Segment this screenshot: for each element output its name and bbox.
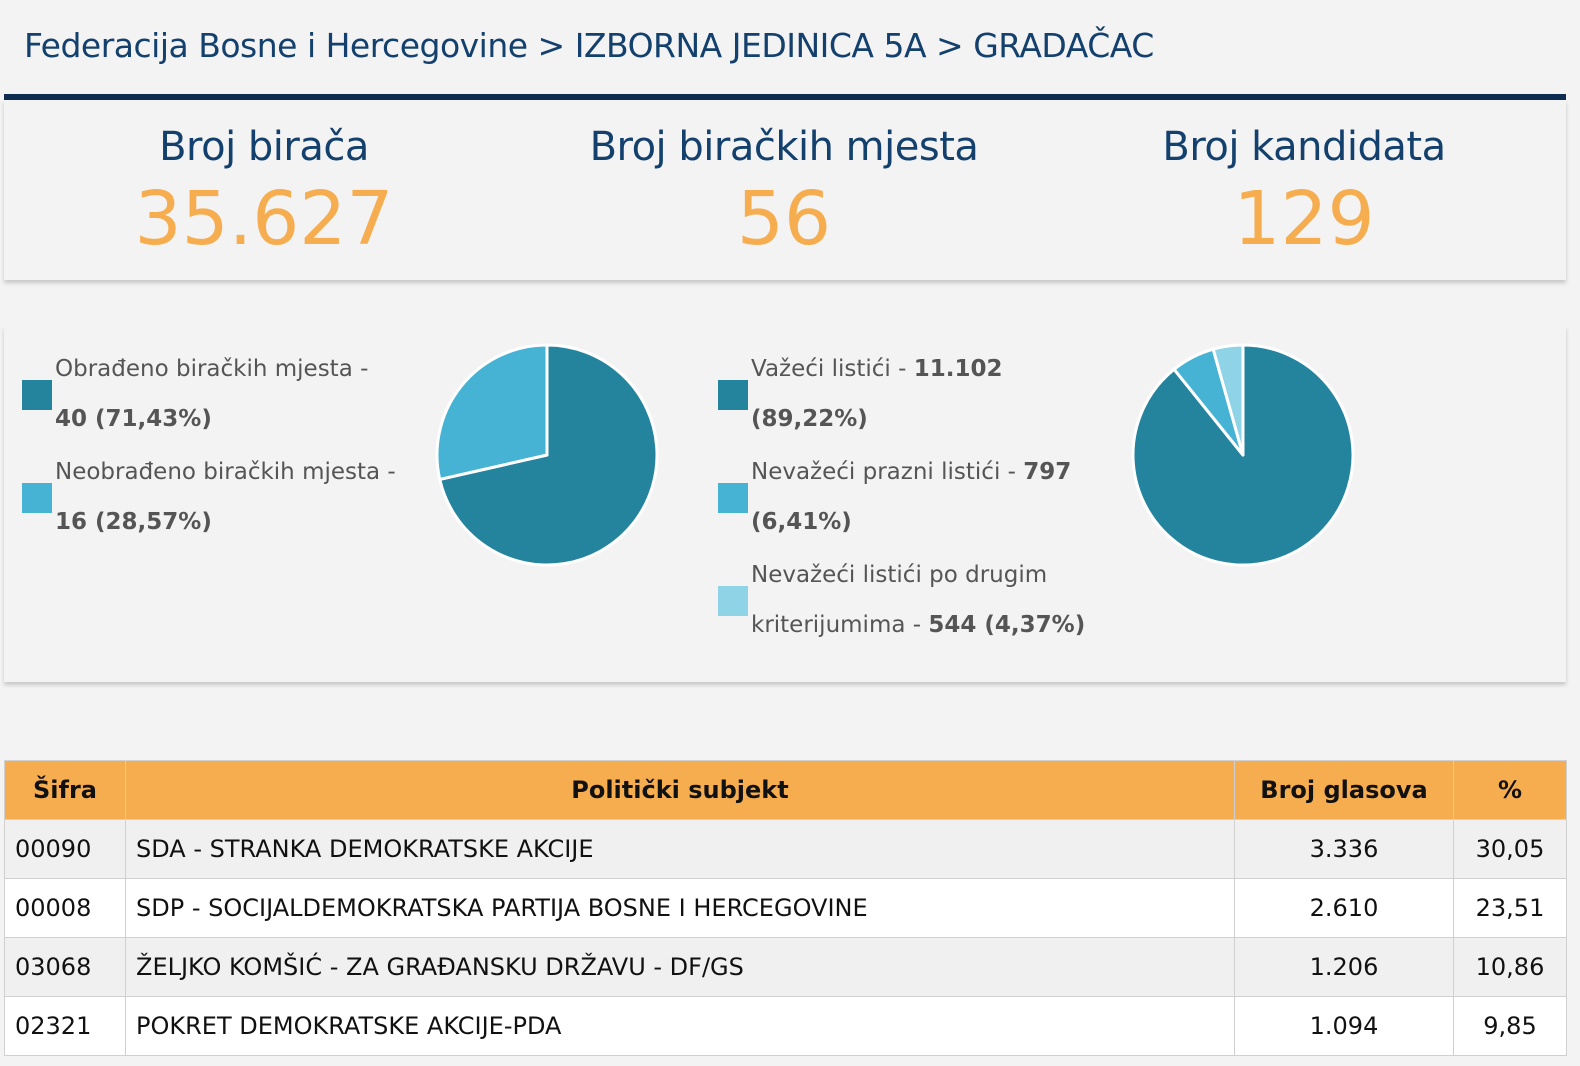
- polling-slice-1[interactable]: [435, 343, 549, 481]
- cell-code: 02321: [4, 996, 126, 1056]
- cell-votes: 1.206: [1234, 937, 1454, 997]
- legend-swatch: [22, 380, 52, 410]
- legend-line: 40 (71,43%): [55, 394, 368, 444]
- stat-polling-stations: Broj biračkih mjesta 56: [524, 100, 1044, 256]
- cell-code: 00090: [4, 819, 126, 879]
- table-row[interactable]: 00008 SDP - SOCIJALDEMOKRATSKA PARTIJA B…: [4, 878, 1567, 938]
- legend-line: Nevažeći listići po drugim: [751, 562, 1048, 588]
- stat-label: Broj kandidata: [1162, 124, 1446, 170]
- cell-code: 00008: [4, 878, 126, 938]
- cell-party: SDA - STRANKA DEMOKRATSKE AKCIJE: [125, 819, 1235, 879]
- cell-percent: 30,05: [1453, 819, 1567, 879]
- stat-voters: Broj birača 35.627: [4, 100, 524, 256]
- legend-line: kriterijumima - 544 (4,37%): [751, 600, 1085, 650]
- legend-value: 797: [1023, 459, 1072, 485]
- stat-label: Broj biračkih mjesta: [589, 124, 979, 170]
- legend-swatch: [718, 380, 748, 410]
- legend-text: Nevažeći prazni listići - 797 (6,41%): [751, 447, 1071, 547]
- legend-text: Neobrađeno biračkih mjesta - 16 (28,57%): [55, 447, 396, 547]
- column-header-votes[interactable]: Broj glasova: [1234, 760, 1454, 820]
- stat-label: Broj birača: [159, 124, 369, 170]
- legend-text: Obrađeno biračkih mjesta - 40 (71,43%): [55, 344, 368, 444]
- legend-label: kriterijumima -: [751, 612, 929, 638]
- legend-label: Nevažeći prazni listići -: [751, 459, 1024, 485]
- stat-value: 129: [1233, 176, 1375, 262]
- table-row[interactable]: 03068 ŽELJKO KOMŠIĆ - ZA GRAĐANSKU DRŽAV…: [4, 937, 1567, 997]
- column-header-percent[interactable]: %: [1453, 760, 1567, 820]
- legend-line: Nevažeći prazni listići - 797: [751, 447, 1071, 497]
- stats-panel: Broj birača 35.627 Broj biračkih mjesta …: [4, 100, 1566, 280]
- cell-party: ŽELJKO KOMŠIĆ - ZA GRAĐANSKU DRŽAVU - DF…: [125, 937, 1235, 997]
- cell-percent: 9,85: [1453, 996, 1567, 1056]
- legend-line: Neobrađeno biračkih mjesta -: [55, 459, 396, 485]
- legend-text: Važeći listići - 11.102 (89,22%): [751, 344, 1003, 444]
- cell-code: 03068: [4, 937, 126, 997]
- column-header-code[interactable]: Šifra: [4, 760, 126, 820]
- stat-value: 35.627: [134, 176, 394, 262]
- legend-value: (89,22%): [751, 406, 868, 432]
- stat-candidates: Broj kandidata 129: [1044, 100, 1564, 256]
- table-row[interactable]: 02321 POKRET DEMOKRATSKE AKCIJE-PDA 1.09…: [4, 996, 1567, 1056]
- legend-line: (89,22%): [751, 394, 1003, 444]
- ballots-pie: [1131, 343, 1355, 567]
- legend-swatch: [22, 483, 52, 513]
- legend-text: Nevažeći listići po drugim kriterijumima…: [751, 550, 1085, 650]
- cell-votes: 2.610: [1234, 878, 1454, 938]
- polling-stations-pie: [435, 343, 659, 567]
- legend-swatch: [718, 483, 748, 513]
- legend-line: 16 (28,57%): [55, 497, 396, 547]
- stat-value: 56: [736, 176, 832, 262]
- page-header: Federacija Bosne i Hercegovine > IZBORNA…: [4, 0, 1566, 100]
- breadcrumb[interactable]: Federacija Bosne i Hercegovine > IZBORNA…: [24, 26, 1154, 65]
- legend-value: 11.102: [913, 356, 1003, 382]
- legend-line: Obrađeno biračkih mjesta -: [55, 356, 369, 382]
- table-header-row: Šifra Politički subjekt Broj glasova %: [4, 760, 1567, 820]
- column-header-party[interactable]: Politički subjekt: [125, 760, 1235, 820]
- charts-panel: Obrađeno biračkih mjesta - 40 (71,43%) N…: [4, 326, 1566, 682]
- cell-party: POKRET DEMOKRATSKE AKCIJE-PDA: [125, 996, 1235, 1056]
- ballots-slice-2[interactable]: [1211, 343, 1245, 457]
- results-table: Šifra Politički subjekt Broj glasova % 0…: [4, 760, 1567, 1056]
- legend-label: Važeći listići -: [751, 356, 914, 382]
- cell-percent: 10,86: [1453, 937, 1567, 997]
- legend-line: Važeći listići - 11.102: [751, 344, 1003, 394]
- legend-swatch: [718, 586, 748, 616]
- cell-percent: 23,51: [1453, 878, 1567, 938]
- legend-value: 16 (28,57%): [55, 509, 212, 535]
- legend-value: 40 (71,43%): [55, 406, 212, 432]
- legend-value: 544 (4,37%): [928, 612, 1086, 638]
- cell-votes: 3.336: [1234, 819, 1454, 879]
- legend-value: (6,41%): [751, 509, 852, 535]
- cell-votes: 1.094: [1234, 996, 1454, 1056]
- legend-line: (6,41%): [751, 497, 1071, 547]
- table-row[interactable]: 00090 SDA - STRANKA DEMOKRATSKE AKCIJE 3…: [4, 819, 1567, 879]
- cell-party: SDP - SOCIJALDEMOKRATSKA PARTIJA BOSNE I…: [125, 878, 1235, 938]
